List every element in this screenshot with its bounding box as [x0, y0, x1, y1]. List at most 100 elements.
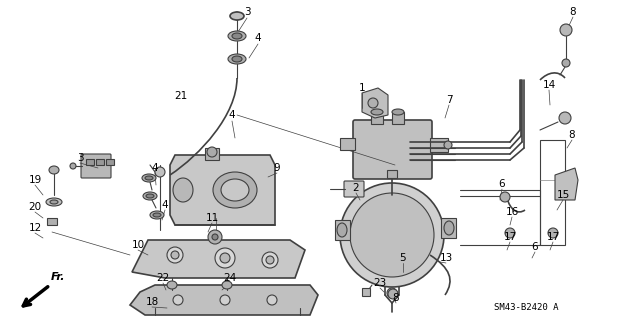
- Ellipse shape: [153, 213, 161, 217]
- Bar: [96, 159, 104, 165]
- Text: 7: 7: [445, 95, 452, 105]
- Text: 4: 4: [162, 200, 168, 210]
- Text: 3: 3: [244, 7, 250, 17]
- Circle shape: [220, 253, 230, 263]
- Text: 8: 8: [570, 7, 576, 17]
- Circle shape: [388, 289, 398, 299]
- Text: 15: 15: [556, 190, 570, 200]
- Text: 18: 18: [145, 297, 159, 307]
- Ellipse shape: [221, 179, 249, 201]
- Text: 17: 17: [547, 232, 559, 242]
- Ellipse shape: [145, 176, 153, 180]
- Circle shape: [267, 295, 277, 305]
- Circle shape: [207, 147, 217, 157]
- Text: 12: 12: [28, 223, 42, 233]
- Ellipse shape: [49, 166, 59, 174]
- Circle shape: [155, 167, 165, 177]
- Bar: [340, 138, 355, 150]
- Text: 6: 6: [532, 242, 538, 252]
- Circle shape: [350, 193, 434, 277]
- Bar: [540, 140, 565, 245]
- FancyBboxPatch shape: [344, 181, 364, 197]
- Bar: [387, 170, 397, 178]
- Ellipse shape: [146, 194, 154, 198]
- Circle shape: [562, 59, 570, 67]
- Circle shape: [505, 228, 515, 238]
- Text: SM43-B2420 A: SM43-B2420 A: [493, 303, 558, 313]
- Text: 4: 4: [228, 110, 236, 120]
- Polygon shape: [132, 240, 305, 278]
- Ellipse shape: [167, 281, 177, 289]
- Polygon shape: [555, 168, 578, 200]
- Ellipse shape: [444, 221, 454, 235]
- Circle shape: [368, 98, 378, 108]
- Ellipse shape: [142, 174, 156, 182]
- Text: 22: 22: [156, 273, 170, 283]
- Bar: [430, 138, 448, 152]
- Circle shape: [262, 252, 278, 268]
- Ellipse shape: [392, 109, 404, 115]
- Text: 2: 2: [353, 183, 359, 193]
- Bar: [392, 112, 404, 124]
- Circle shape: [387, 288, 397, 298]
- Bar: [441, 218, 456, 238]
- Ellipse shape: [173, 178, 193, 202]
- Circle shape: [208, 230, 222, 244]
- Polygon shape: [170, 155, 275, 225]
- Text: 20: 20: [28, 202, 42, 212]
- Text: 4: 4: [152, 163, 158, 173]
- Ellipse shape: [232, 33, 242, 39]
- Ellipse shape: [46, 198, 62, 206]
- FancyBboxPatch shape: [81, 154, 111, 178]
- Circle shape: [444, 141, 452, 149]
- Text: 14: 14: [542, 80, 556, 90]
- Text: 21: 21: [174, 91, 188, 101]
- Circle shape: [212, 234, 218, 240]
- Text: 1: 1: [358, 83, 365, 93]
- Ellipse shape: [337, 223, 347, 237]
- Ellipse shape: [50, 200, 58, 204]
- Bar: [362, 288, 370, 296]
- Text: 17: 17: [504, 232, 516, 242]
- Text: 13: 13: [440, 253, 452, 263]
- Polygon shape: [130, 285, 318, 315]
- Circle shape: [70, 163, 76, 169]
- Bar: [47, 218, 57, 225]
- Text: 24: 24: [223, 273, 237, 283]
- Text: 4: 4: [255, 33, 261, 43]
- Ellipse shape: [228, 31, 246, 41]
- Circle shape: [167, 247, 183, 263]
- Ellipse shape: [371, 109, 383, 115]
- Text: 23: 23: [373, 278, 387, 288]
- Text: 9: 9: [274, 163, 280, 173]
- Circle shape: [340, 183, 444, 287]
- Circle shape: [171, 251, 179, 259]
- Ellipse shape: [213, 172, 257, 208]
- Text: 11: 11: [205, 213, 219, 223]
- Ellipse shape: [150, 211, 164, 219]
- Bar: [205, 148, 219, 160]
- Circle shape: [173, 295, 183, 305]
- Bar: [371, 112, 383, 124]
- Ellipse shape: [230, 12, 244, 20]
- Ellipse shape: [232, 56, 242, 62]
- Circle shape: [266, 256, 274, 264]
- Text: 6: 6: [499, 179, 506, 189]
- Text: 3: 3: [77, 153, 83, 163]
- Polygon shape: [362, 88, 388, 118]
- Text: 5: 5: [400, 253, 406, 263]
- Circle shape: [560, 24, 572, 36]
- Text: 19: 19: [28, 175, 42, 185]
- Circle shape: [500, 192, 510, 202]
- Ellipse shape: [143, 192, 157, 200]
- Ellipse shape: [222, 281, 232, 289]
- Bar: [86, 159, 94, 165]
- Bar: [106, 159, 114, 165]
- Circle shape: [215, 248, 235, 268]
- Text: 8: 8: [393, 293, 399, 303]
- Circle shape: [220, 295, 230, 305]
- Text: Fr.: Fr.: [51, 272, 65, 282]
- Text: 8: 8: [569, 130, 575, 140]
- Text: 10: 10: [131, 240, 145, 250]
- Ellipse shape: [228, 54, 246, 64]
